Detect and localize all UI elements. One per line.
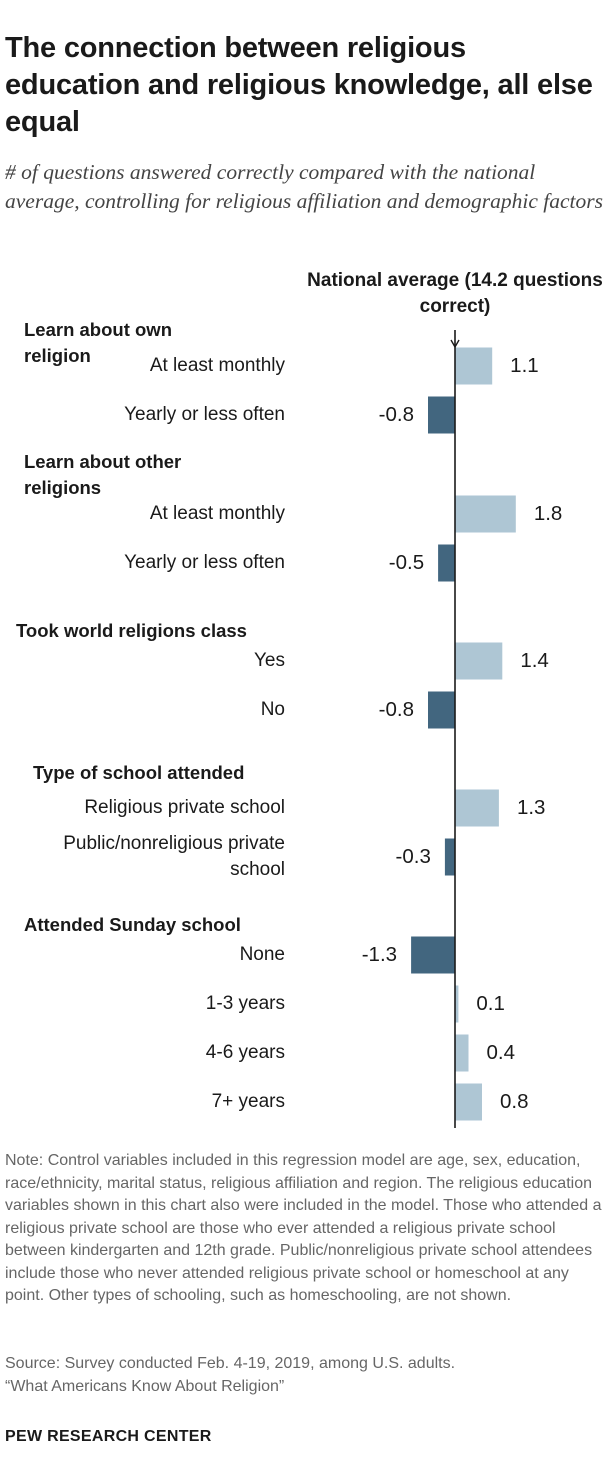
category-label: Public/nonreligious private school	[63, 833, 285, 880]
value-label: -1.3	[361, 943, 398, 966]
bar	[455, 347, 493, 385]
value-label: -0.8	[378, 403, 414, 426]
bar	[455, 495, 516, 533]
footer-brand: PEW RESEARCH CENTER	[5, 1428, 212, 1445]
bar	[411, 936, 455, 974]
bar	[428, 396, 455, 434]
value-label: 0.8	[500, 1090, 529, 1113]
report-title: “What Americans Know About Religion”	[5, 1377, 285, 1395]
bar	[438, 544, 455, 582]
group-label: Learn about own religion	[24, 319, 172, 366]
category-label: Yes	[254, 650, 285, 671]
bar	[455, 985, 459, 1023]
category-label: At least monthly	[149, 355, 285, 376]
group-label: Attended Sunday school	[24, 914, 241, 935]
group-label: Type of school attended	[33, 762, 245, 783]
category-label: Yearly or less often	[124, 552, 285, 573]
source-line: Source: Survey conducted Feb. 4-19, 2019…	[5, 1355, 456, 1372]
value-label: -0.5	[388, 551, 425, 574]
chart-subtitle: # of questions answered correctly compar…	[5, 160, 603, 213]
category-label: 1-3 years	[205, 993, 285, 1014]
bar	[444, 838, 455, 876]
value-label: 1.1	[510, 354, 539, 377]
bar	[455, 789, 499, 827]
bar	[455, 1083, 482, 1121]
category-label: 7+ years	[211, 1091, 285, 1112]
reference-arrow-icon	[450, 339, 460, 349]
bar	[428, 691, 455, 729]
chart-title: The connection between religious educati…	[5, 32, 593, 138]
value-label: 0.4	[486, 1041, 516, 1064]
category-label: None	[239, 944, 285, 965]
category-label: No	[260, 699, 285, 720]
reference-line-label: National average (14.2 questions correct…	[307, 270, 603, 317]
bar	[455, 642, 503, 680]
category-label: 4-6 years	[205, 1042, 285, 1063]
value-label: 1.3	[516, 796, 546, 819]
value-label: 1.4	[520, 649, 549, 672]
chart-note: Note: Control variables included in this…	[5, 1152, 602, 1304]
value-label: -0.3	[395, 845, 431, 868]
category-label: At least monthly	[149, 503, 285, 524]
category-label: Religious private school	[84, 797, 285, 818]
category-label: Yearly or less often	[124, 404, 285, 425]
value-label: -0.8	[378, 698, 414, 721]
chart-source: Source: Survey conducted Feb. 4-19, 2019…	[5, 1353, 611, 1398]
group-label: Learn about other religions	[24, 451, 182, 498]
value-label: 0.1	[476, 992, 505, 1015]
value-label: 1.8	[533, 502, 563, 525]
group-label: Took world religions class	[16, 620, 247, 641]
bar	[455, 1034, 469, 1072]
